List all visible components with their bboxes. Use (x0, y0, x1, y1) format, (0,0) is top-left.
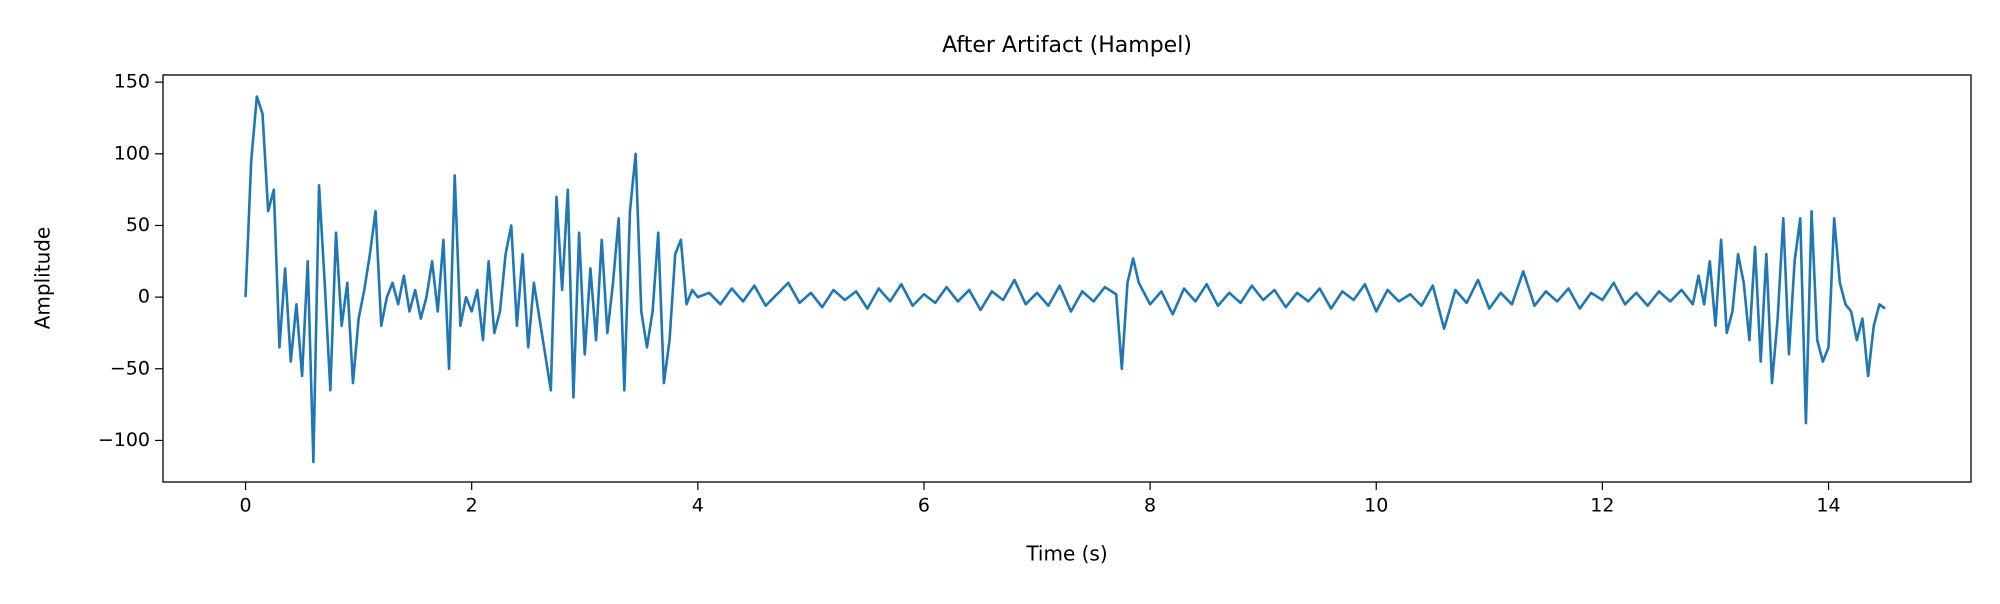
y-tick-label: 100 (114, 142, 150, 164)
chart-title: After Artifact (Hampel) (942, 33, 1192, 58)
y-tick-label: 50 (126, 214, 150, 236)
x-tick-label: 4 (692, 495, 704, 517)
signal-line (244, 95, 1886, 464)
plot-frame (162, 74, 1972, 483)
y-tick-label: −100 (98, 429, 150, 451)
y-tick-label: 150 (114, 71, 150, 93)
x-tick-label: 14 (1816, 495, 1840, 517)
x-tick-label: 10 (1364, 495, 1388, 517)
x-axis-label: Time (s) (1025, 542, 1107, 566)
x-tick-label: 2 (466, 495, 478, 517)
y-axis-label: Amplitude (31, 227, 55, 330)
x-tick-label: 12 (1590, 495, 1614, 517)
x-tick-label: 0 (239, 495, 251, 517)
y-tick-label: 0 (138, 286, 150, 308)
x-tick-label: 6 (918, 495, 930, 517)
x-tick-label: 8 (1144, 495, 1156, 517)
y-tick-label: −50 (110, 357, 150, 379)
